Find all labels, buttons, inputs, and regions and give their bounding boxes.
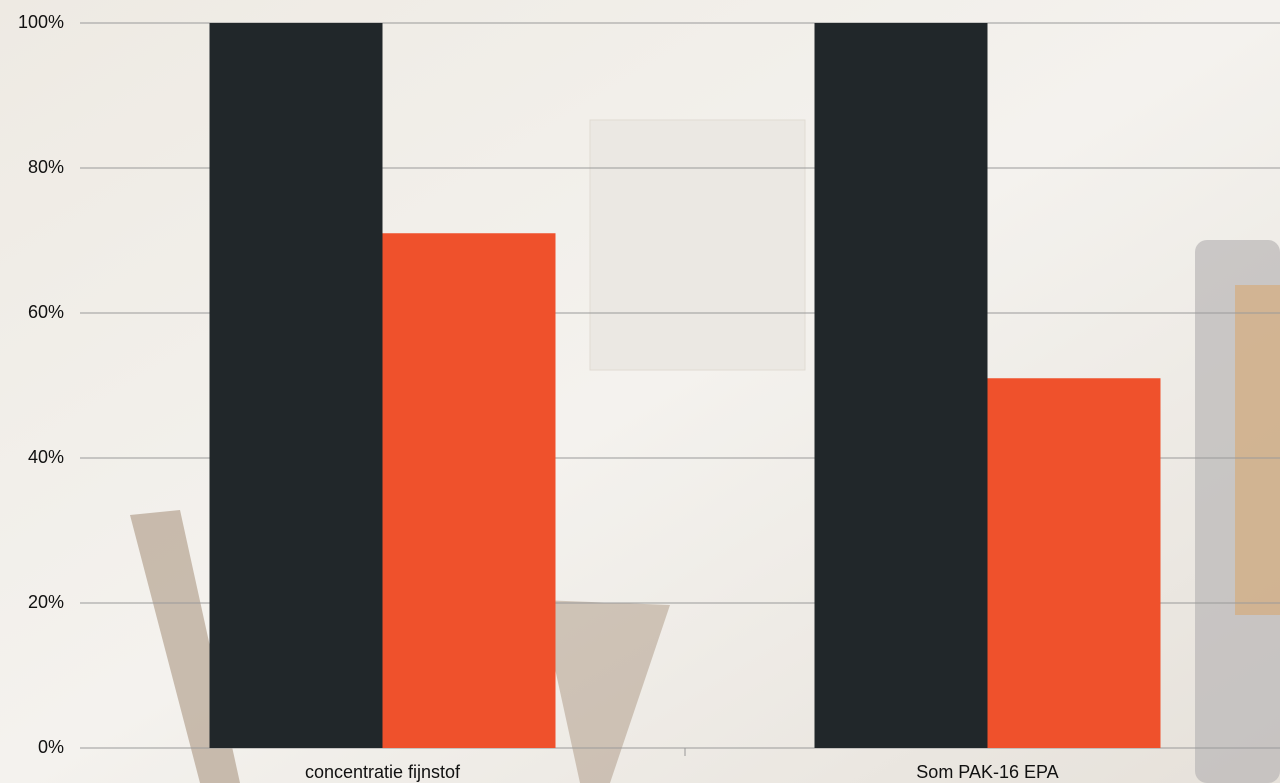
bar	[383, 233, 556, 748]
bar	[815, 23, 988, 748]
y-tick-label: 100%	[18, 12, 64, 32]
background-frame	[590, 120, 805, 370]
page: 0% 20% 40% 60% 80% 100% concentratie fijnstof S…	[0, 0, 1280, 783]
x-tick-label: concentratie fijnstof	[305, 762, 461, 782]
x-tick-label: Som PAK-16 EPA	[916, 762, 1058, 782]
y-tick-label: 20%	[28, 592, 64, 612]
background-fire	[1235, 285, 1280, 615]
y-tick-label: 0%	[38, 737, 64, 757]
chart: 0% 20% 40% 60% 80% 100% concentratie fijnstof S…	[0, 0, 1280, 783]
bar	[988, 378, 1161, 748]
y-tick-label: 40%	[28, 447, 64, 467]
y-tick-label: 60%	[28, 302, 64, 322]
y-tick-label: 80%	[28, 157, 64, 177]
bar	[210, 23, 383, 748]
